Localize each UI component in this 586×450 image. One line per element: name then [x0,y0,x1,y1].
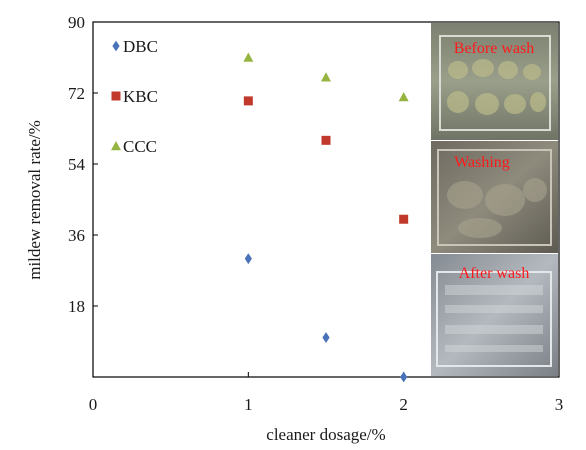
point-dbc [322,332,330,343]
x-tick-label: 3 [555,395,564,414]
y-tick-label: 90 [68,13,85,32]
legend: DBC KBC CCC [111,37,158,156]
y-axis-title: mildew removal rate/% [25,120,44,280]
y-axis-ticks: 18 36 54 72 90 [68,13,98,316]
legend-marker-kbc [111,91,121,101]
legend-label-kbc: KBC [123,87,158,106]
point-kbc [399,214,409,224]
photo-strip: Before wash Washing After wash [431,23,558,376]
point-ccc [243,52,254,62]
photo-after-wash: After wash [431,254,558,376]
photo-before-wash: Before wash [431,23,558,140]
y-tick-label: 18 [68,297,85,316]
x-axis-title: cleaner dosage/% [266,425,385,444]
plot-frame [92,21,560,378]
x-axis-ticks: 0 1 2 3 [89,372,564,414]
x-tick-label: 2 [399,395,408,414]
y-tick-label: 72 [68,84,85,103]
point-dbc [244,253,252,265]
y-tick-label: 36 [68,226,85,245]
photo-caption-washing: Washing [454,154,510,171]
legend-marker-dbc [112,40,120,52]
y-tick-label: 54 [68,155,86,174]
legend-marker-ccc [111,141,121,151]
point-dbc [400,371,408,383]
point-ccc [398,91,409,102]
point-kbc [321,135,331,145]
photo-washing: Washing [431,141,558,253]
photo-caption-after-wash: After wash [459,265,530,282]
point-kbc [243,96,253,106]
point-ccc [321,72,331,82]
x-tick-label: 0 [89,395,98,414]
photo-caption-before-wash: Before wash [454,40,534,57]
data-points [243,52,409,383]
x-tick-label: 1 [244,395,253,414]
legend-label-ccc: CCC [123,137,157,156]
legend-label-dbc: DBC [123,37,158,56]
